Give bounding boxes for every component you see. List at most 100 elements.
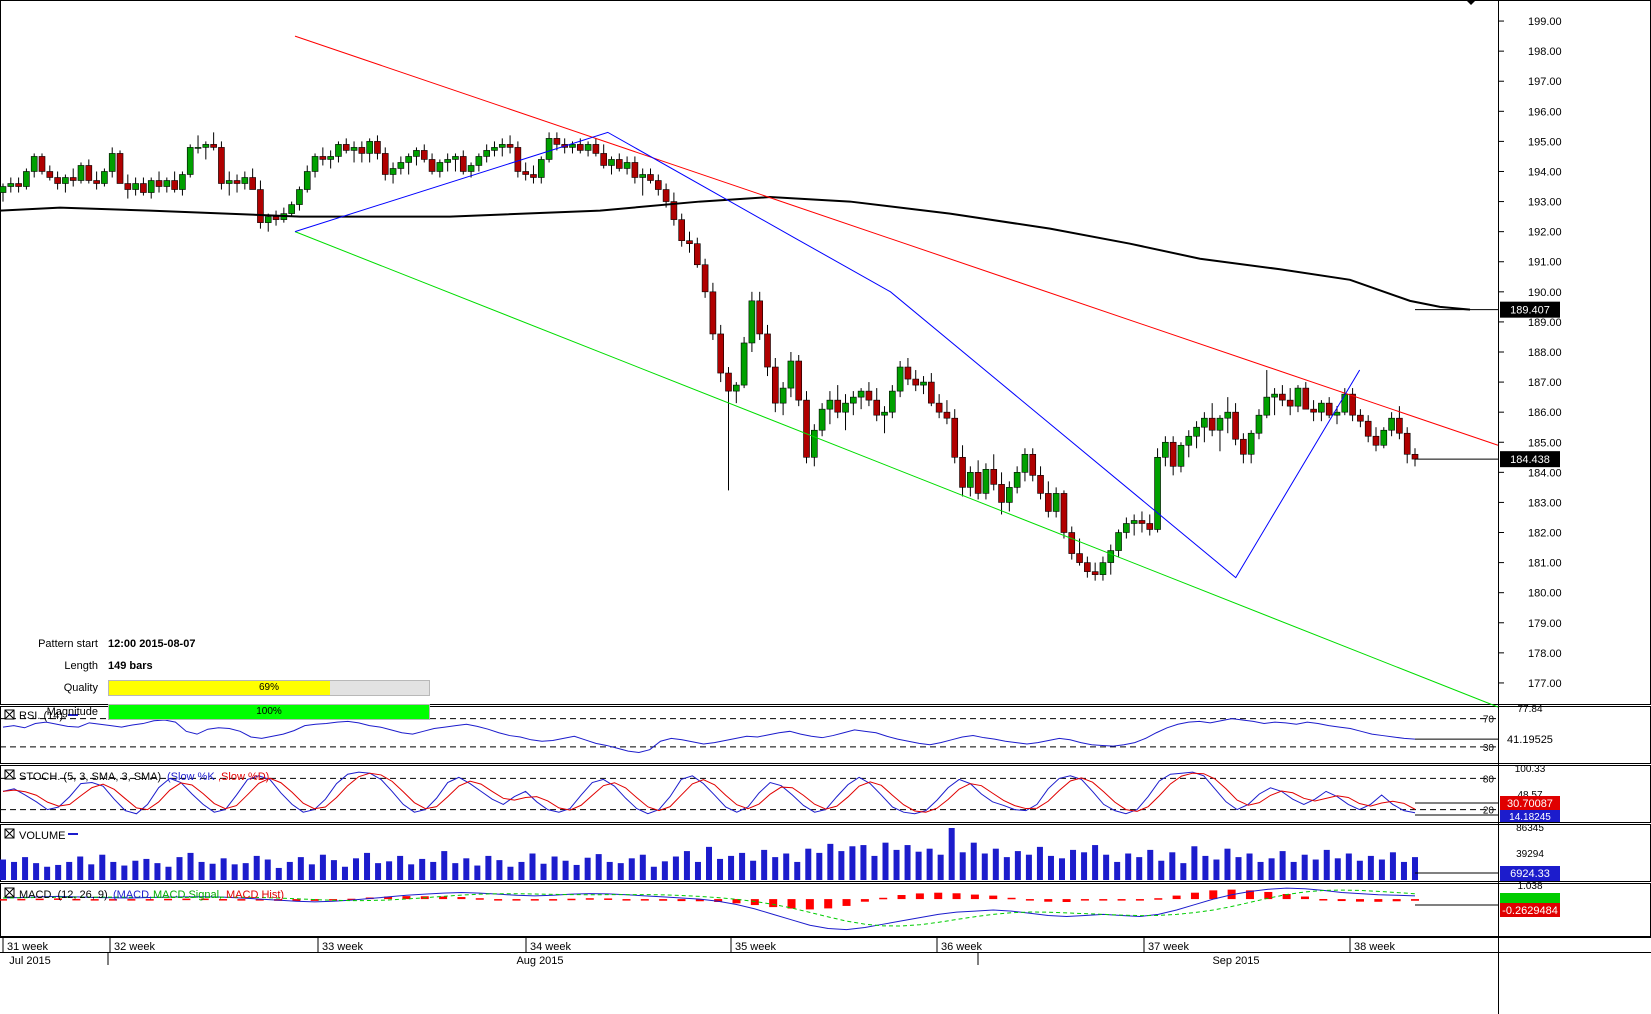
candle-body bbox=[678, 219, 685, 241]
macd-hist-bar bbox=[824, 899, 833, 909]
volume-bar bbox=[904, 845, 911, 880]
volume-bar bbox=[1389, 852, 1396, 880]
volume-bar bbox=[860, 845, 867, 880]
candle-body bbox=[1076, 553, 1083, 563]
price-tick-label: 189.00 bbox=[1528, 317, 1562, 329]
candle-body bbox=[725, 372, 732, 392]
candle-body bbox=[1169, 441, 1177, 467]
volume-bar bbox=[562, 860, 569, 880]
candle-body bbox=[210, 144, 217, 148]
macd-hist-bar bbox=[35, 898, 44, 901]
candle-body bbox=[459, 156, 467, 172]
rsi-line bbox=[2, 718, 1416, 754]
macd-hist-bar bbox=[164, 898, 173, 901]
candle-body bbox=[701, 264, 709, 293]
stoch-d-line bbox=[2, 772, 1416, 813]
candle-body bbox=[545, 138, 553, 160]
candle-body bbox=[296, 189, 303, 205]
macd-hist-bar bbox=[1300, 896, 1309, 900]
candle-body bbox=[116, 153, 124, 184]
volume-bar bbox=[1224, 848, 1231, 880]
candle-body bbox=[342, 144, 350, 151]
candle-body bbox=[272, 216, 280, 220]
volume-bar bbox=[1147, 849, 1154, 880]
volume-title: VOLUME bbox=[19, 830, 65, 842]
macd-hist-bar bbox=[750, 899, 759, 906]
candle-body bbox=[1123, 523, 1130, 533]
macd-hist-bar bbox=[732, 899, 741, 904]
candle-body bbox=[249, 177, 256, 190]
volume-bar bbox=[430, 861, 437, 880]
macd-legend-macd: (MACD, bbox=[113, 889, 152, 901]
volume-bar bbox=[584, 857, 591, 880]
candle-body bbox=[842, 402, 849, 413]
macd-hist-bar bbox=[842, 899, 851, 906]
candle-body bbox=[631, 162, 639, 178]
macd-hist-bar bbox=[1319, 899, 1328, 901]
macd-line bbox=[2, 887, 1416, 931]
candle-body bbox=[366, 141, 373, 154]
volume-bar bbox=[540, 863, 547, 880]
candle-body bbox=[1286, 399, 1294, 407]
macd-hist-bar bbox=[677, 899, 686, 902]
candle-body bbox=[1154, 456, 1161, 530]
scroll-marker-icon bbox=[1466, 0, 1476, 5]
volume-bar bbox=[871, 855, 878, 880]
volume-bar bbox=[121, 865, 128, 880]
current-price-label: 184.438 bbox=[1510, 454, 1550, 466]
macd-hist-bar bbox=[1411, 899, 1419, 901]
volume-bar bbox=[474, 865, 481, 880]
macd-hist-bar bbox=[17, 898, 26, 901]
candle-body bbox=[1115, 532, 1122, 551]
candle-body bbox=[311, 156, 319, 172]
candle-body bbox=[1279, 393, 1286, 401]
volume-bar bbox=[1356, 860, 1363, 880]
stoch-d-value-box bbox=[1500, 810, 1560, 822]
volume-bar bbox=[110, 861, 117, 880]
candle-body bbox=[506, 144, 514, 148]
candle-body bbox=[436, 162, 444, 172]
volume-bar bbox=[132, 860, 139, 880]
volume-bar bbox=[341, 866, 348, 880]
volume-bar bbox=[1257, 861, 1264, 880]
candle-body bbox=[615, 159, 623, 169]
volume-bar bbox=[1378, 859, 1385, 880]
macd-hist-bar bbox=[695, 899, 704, 902]
volume-bar bbox=[253, 855, 260, 880]
volume-bar bbox=[1158, 860, 1165, 880]
candle-body bbox=[23, 171, 30, 187]
volume-bar bbox=[672, 856, 679, 880]
candle-body bbox=[764, 333, 771, 368]
candle-body bbox=[1364, 420, 1372, 437]
week-label: 33 week bbox=[322, 941, 363, 953]
volume-bar bbox=[176, 857, 183, 880]
candlestick-series bbox=[0, 132, 1419, 581]
candle-body bbox=[1068, 532, 1076, 554]
candle-body bbox=[1341, 393, 1349, 413]
price-tick-label: 192.00 bbox=[1528, 227, 1562, 239]
zigzag-line bbox=[294, 131, 1361, 579]
macd-value-box bbox=[1500, 903, 1560, 917]
volume-bar bbox=[1169, 852, 1176, 880]
macd-hist-bar bbox=[934, 892, 943, 900]
candle-body bbox=[904, 366, 912, 380]
macd-hist-bar bbox=[1374, 899, 1383, 902]
volume-bar bbox=[1412, 857, 1418, 880]
volume-bar bbox=[1191, 846, 1198, 880]
candle-body bbox=[319, 156, 327, 160]
candle-body bbox=[1045, 493, 1052, 512]
month-label: Aug 2015 bbox=[516, 955, 563, 967]
volume-bar bbox=[1180, 863, 1187, 880]
candle-body bbox=[335, 144, 342, 157]
volume-bar bbox=[22, 857, 29, 880]
month-label: Sep 2015 bbox=[1212, 955, 1259, 967]
candle-body bbox=[264, 216, 272, 223]
candle-body bbox=[795, 360, 803, 401]
stoch-close-icon-cross bbox=[4, 769, 15, 780]
volume-bar bbox=[485, 855, 492, 880]
candle-body bbox=[124, 183, 132, 190]
candle-body bbox=[974, 472, 982, 494]
candle-body bbox=[1263, 396, 1271, 416]
candle-body bbox=[647, 174, 654, 181]
